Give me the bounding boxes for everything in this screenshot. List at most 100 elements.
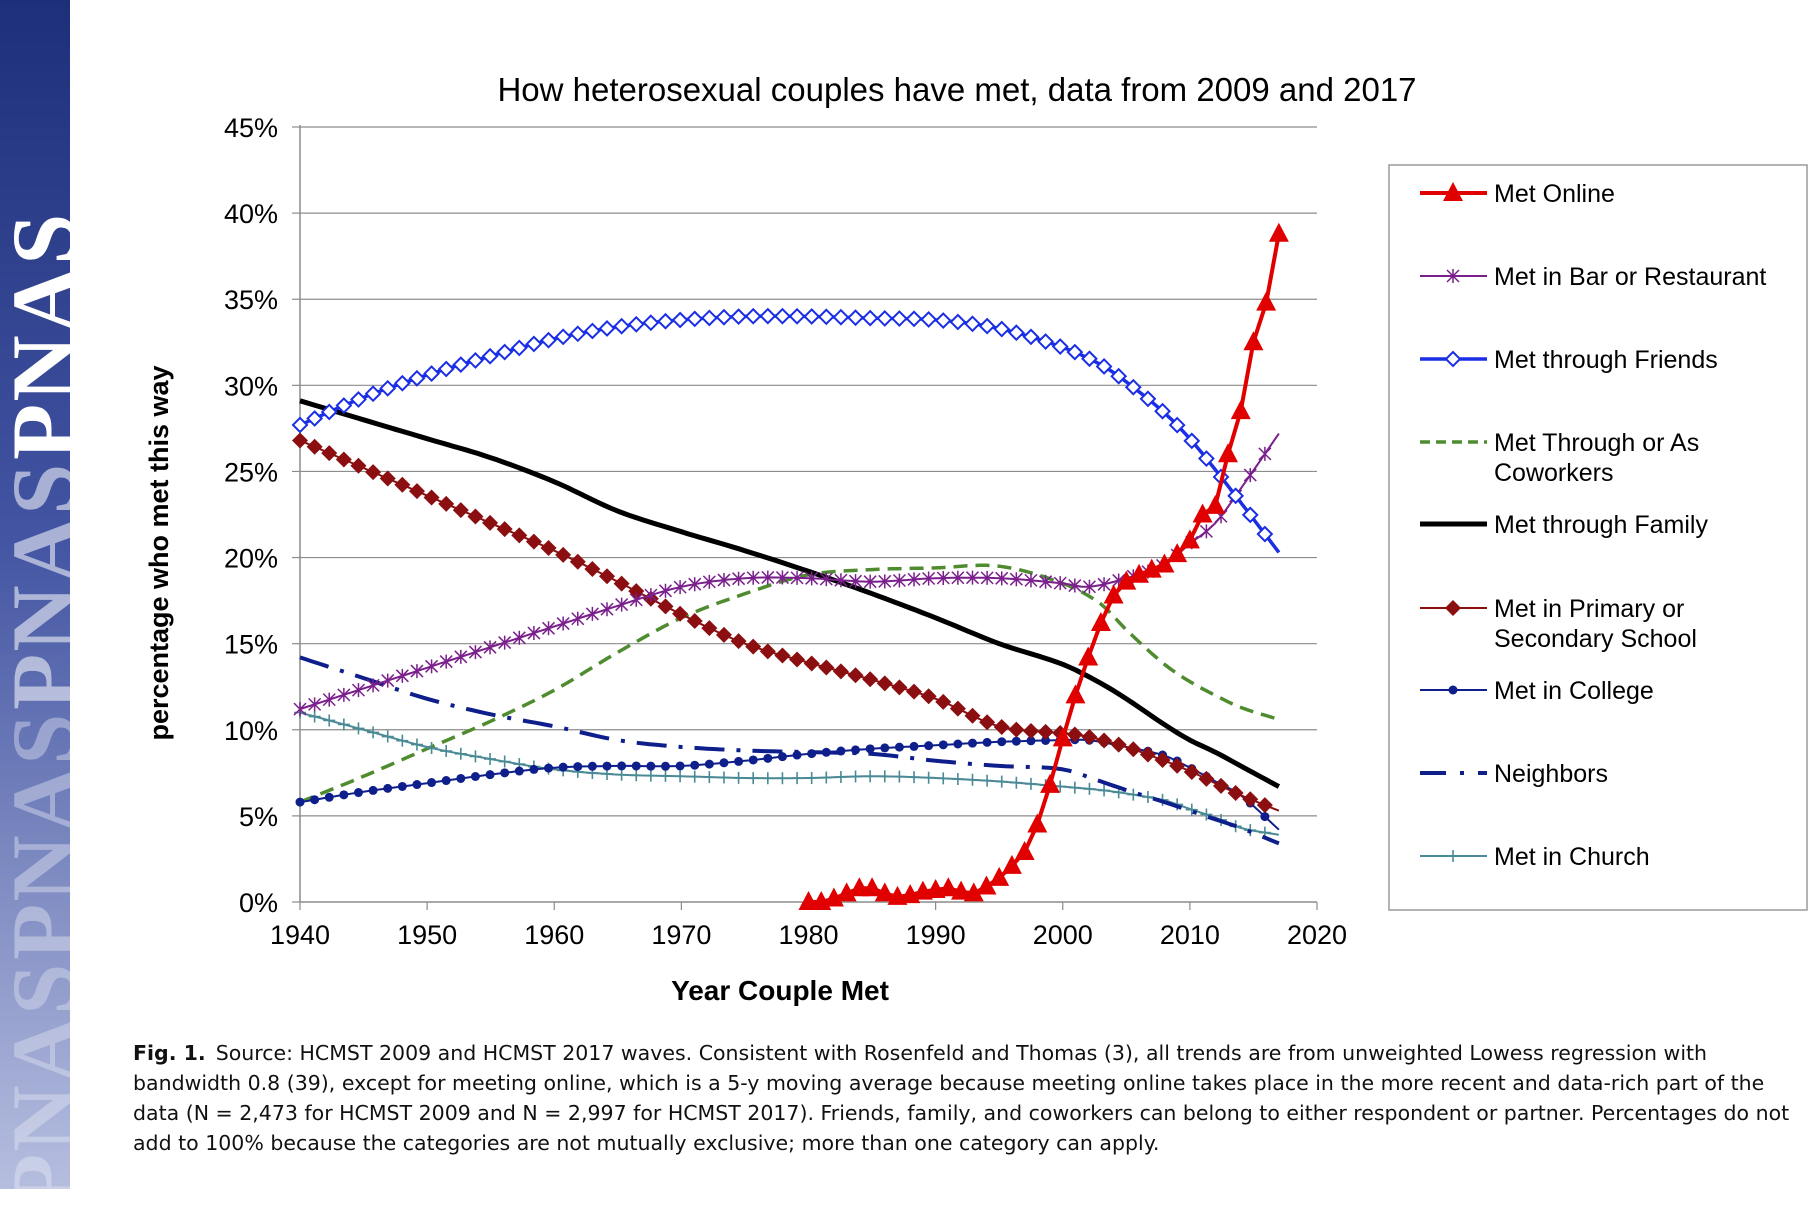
series-neighbors [299, 655, 1280, 846]
data-point [1097, 577, 1111, 592]
legend-marker [1443, 182, 1463, 201]
data-point [774, 647, 791, 664]
data-point [657, 598, 674, 615]
data-point [660, 761, 670, 771]
data-point [792, 750, 802, 760]
data-point [365, 464, 382, 481]
data-point [774, 307, 791, 325]
data-point [935, 693, 952, 710]
data-point [452, 356, 470, 374]
data-point [602, 761, 612, 771]
data-point [571, 611, 585, 626]
data-point [876, 309, 894, 327]
data-point [320, 403, 338, 421]
data-point [905, 310, 923, 328]
data-point [719, 758, 729, 768]
data-point [715, 626, 732, 643]
data-point [821, 747, 831, 757]
data-point [849, 877, 870, 897]
data-point [1096, 732, 1113, 749]
data-point [587, 761, 597, 771]
data-point [747, 772, 760, 785]
data-point [671, 311, 689, 329]
data-point [1066, 726, 1083, 743]
data-point [644, 769, 657, 782]
data-point [1010, 776, 1023, 789]
data-point [1116, 570, 1137, 590]
data-point [540, 540, 557, 557]
data-point [644, 588, 658, 603]
data-point [1098, 784, 1111, 797]
data-point [510, 339, 528, 357]
data-point [1053, 576, 1067, 591]
data-point [456, 773, 466, 783]
legend-item-met-in-primary-or-secondary-school: Met in Primary or Secondary School [1420, 595, 1697, 653]
data-point [1127, 788, 1140, 801]
data-point [1200, 808, 1213, 821]
data-point [427, 778, 437, 788]
x-tick-label: 1990 [906, 920, 966, 950]
data-point [410, 738, 423, 751]
data-point [410, 664, 424, 679]
data-point [584, 560, 601, 577]
data-point [849, 770, 862, 783]
data-point [367, 726, 380, 739]
data-point [292, 432, 308, 449]
data-point [1141, 558, 1162, 578]
data-point [1040, 773, 1061, 793]
data-point [805, 771, 818, 784]
data-point [540, 331, 557, 349]
data-point [748, 755, 758, 765]
data-point [396, 734, 409, 747]
data-point [1008, 721, 1025, 738]
y-tick-label: 30% [224, 371, 278, 401]
data-point [500, 768, 510, 778]
data-point [909, 741, 919, 751]
data-point [308, 697, 322, 712]
data-point [454, 649, 468, 664]
data-point [907, 572, 921, 587]
data-point [1039, 574, 1053, 589]
data-point [789, 651, 806, 668]
data-point [995, 571, 1009, 586]
data-point [777, 752, 787, 762]
data-point [379, 470, 396, 487]
data-point [730, 633, 747, 650]
data-point [949, 313, 967, 331]
data-point [922, 771, 935, 784]
data-point [512, 630, 526, 645]
data-point [454, 747, 467, 760]
data-point [350, 391, 367, 408]
y-tick-label: 35% [224, 285, 278, 315]
data-point [790, 570, 804, 585]
data-point [630, 769, 643, 782]
data-point [379, 379, 397, 397]
data-point [498, 635, 512, 650]
data-point [1024, 573, 1038, 588]
data-point [702, 574, 716, 589]
data-point [1068, 578, 1082, 593]
data-point [847, 309, 864, 327]
data-point [965, 570, 980, 585]
data-point [964, 315, 981, 333]
data-point [322, 692, 336, 707]
data-point [350, 457, 367, 474]
data-point [525, 335, 543, 353]
data-point [353, 788, 363, 798]
gridlines [292, 126, 1317, 903]
data-point [863, 574, 877, 589]
x-tick-label: 2000 [1033, 920, 1093, 950]
data-point [1243, 468, 1257, 483]
x-tick-label: 1950 [397, 920, 457, 950]
data-point [1198, 770, 1215, 787]
data-point [995, 775, 1008, 788]
data-point [1183, 432, 1201, 450]
data-point [514, 766, 524, 776]
data-point [541, 621, 556, 636]
data-point [556, 616, 570, 631]
data-point [993, 320, 1011, 338]
data-point [646, 761, 656, 771]
data-point [938, 877, 959, 897]
legend-item-met-in-college: Met in College [1420, 677, 1654, 705]
data-point [746, 570, 760, 585]
